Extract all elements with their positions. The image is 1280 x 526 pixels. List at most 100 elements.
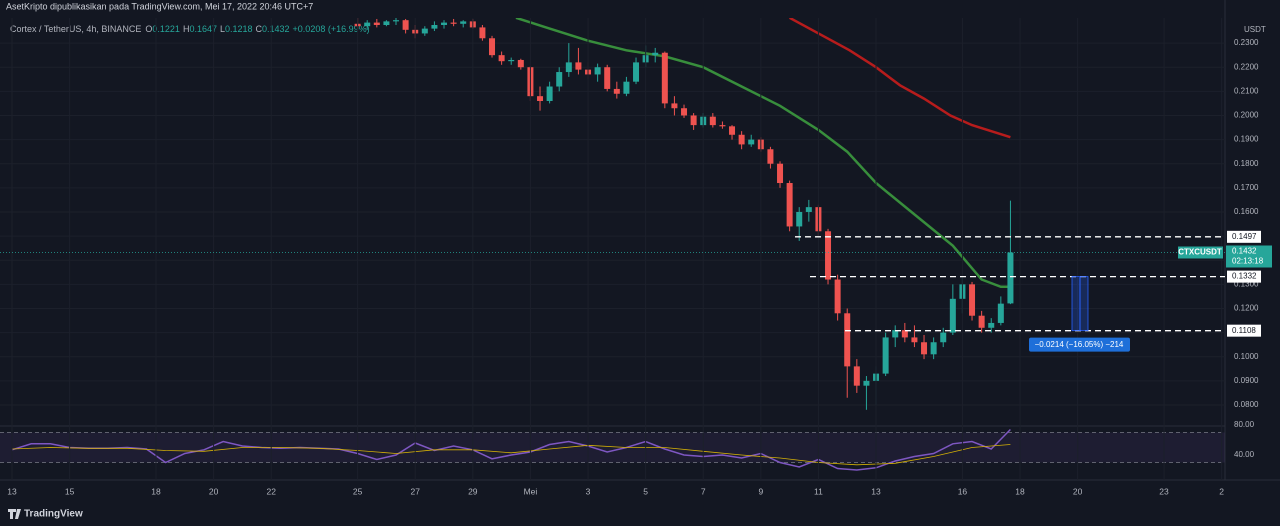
- candle-body: [537, 96, 544, 101]
- x-tick-label: Mei: [524, 486, 538, 496]
- measure-tag: [1029, 337, 1130, 352]
- candle-body: [671, 103, 678, 109]
- x-tick-label: 11: [814, 486, 823, 496]
- change: +0.0208 (+16.99%): [293, 24, 370, 34]
- x-tick-label: 22: [266, 486, 276, 496]
- y-tick-label: 0.0800: [1234, 400, 1259, 409]
- x-tick-label: 15: [65, 486, 75, 496]
- candle-body: [853, 366, 860, 386]
- rsi-tick-label: 80.00: [1234, 420, 1255, 429]
- y-tick-label: 0.2200: [1234, 62, 1259, 71]
- x-tick-label: 3: [586, 486, 591, 496]
- candle-body: [681, 108, 688, 116]
- candle-body: [805, 207, 812, 212]
- candle-body: [421, 28, 428, 34]
- main-pane: [0, 18, 1225, 410]
- candle-body: [373, 22, 380, 25]
- candle-body: [383, 21, 390, 25]
- y-tick-label: 0.2000: [1234, 111, 1259, 120]
- symbol-legend: Cortex / TetherUS, 4h, BINANCE O0.1221 H0.…: [10, 24, 370, 34]
- candle-body: [450, 22, 457, 24]
- candle-body: [479, 27, 486, 39]
- ohlc-key: C: [256, 24, 263, 34]
- y-tick-label: 0.2300: [1234, 38, 1259, 47]
- ohlc-value: 0.1432: [262, 24, 290, 34]
- y-tick-label: 0.1800: [1234, 159, 1259, 168]
- candle-body: [719, 125, 726, 127]
- x-tick-label: 13: [871, 486, 881, 496]
- x-tick-label: 9: [758, 486, 763, 496]
- candle-body: [709, 116, 716, 126]
- candle-body: [498, 55, 505, 62]
- candle-body: [834, 279, 841, 314]
- candle-body: [690, 115, 697, 126]
- x-tick-label: 18: [151, 486, 161, 496]
- logo: [8, 509, 21, 519]
- currency: USDT: [1244, 25, 1266, 34]
- candle-body: [949, 298, 956, 333]
- footer-bar: [0, 502, 1280, 526]
- y-tick-label: 0.1200: [1234, 304, 1259, 313]
- level-label: 0.1497: [1232, 232, 1257, 241]
- x-tick-label: 23: [1159, 486, 1169, 496]
- candle-body: [613, 88, 620, 94]
- candle-body: [863, 380, 870, 386]
- candle-body: [997, 303, 1004, 323]
- x-tick-label: 27: [410, 486, 420, 496]
- candle-body: [901, 330, 908, 338]
- candle-body: [594, 67, 601, 75]
- candle-body: [623, 81, 630, 94]
- candle-body: [604, 67, 611, 89]
- ohlc-key: O: [145, 24, 152, 34]
- measure-label: −0.0214 (−16.05%) −214: [1035, 340, 1124, 349]
- candle-body: [441, 22, 448, 25]
- x-tick-label: 20: [209, 486, 219, 496]
- rsi-tick-label: 40.00: [1234, 450, 1255, 459]
- x-tick-label: 18: [1015, 486, 1025, 496]
- indicator-line: [515, 18, 1011, 289]
- ohlc-key: H: [183, 24, 190, 34]
- candle-body: [921, 342, 928, 355]
- x-tick-label: 7: [701, 486, 706, 496]
- ohlc-key: L: [220, 24, 225, 34]
- y-tick-label: 0.2100: [1234, 86, 1259, 95]
- x-tick-label: 20: [1073, 486, 1083, 496]
- x-tick-label: 25: [353, 486, 363, 496]
- candle-body: [738, 134, 745, 145]
- candle-body: [892, 330, 899, 338]
- candle-body: [882, 337, 889, 374]
- y-tick-label: 0.1700: [1234, 183, 1259, 192]
- candle-body: [911, 337, 918, 343]
- candle-body: [565, 62, 572, 73]
- indicator-line: [11, 444, 1011, 466]
- rsi-pane: [0, 428, 1225, 471]
- candle-body: [767, 149, 774, 164]
- last-price-tag: [1226, 245, 1272, 268]
- symbol-title: Cortex / TetherUS, 4h, BINANCE: [10, 24, 141, 34]
- indicator-line: [11, 428, 1011, 471]
- candle-body: [930, 342, 937, 355]
- candle-body: [940, 332, 947, 343]
- x-tick-label: 13: [7, 486, 17, 496]
- candle-body: [844, 313, 851, 367]
- level-tag: [1227, 270, 1261, 283]
- y-tick-label: 0.1300: [1234, 279, 1259, 288]
- y-tick-label: 0.1600: [1234, 207, 1259, 216]
- candle-body: [489, 38, 496, 56]
- candle-body: [402, 20, 409, 30]
- x-tick-label: 2: [1219, 486, 1224, 496]
- candle-body: [1007, 252, 1014, 304]
- symbol-tag-label: CTXCUSDT: [1178, 248, 1222, 257]
- candle-body: [652, 52, 659, 56]
- level-tag: [1227, 324, 1261, 337]
- symbol-tag: [1178, 246, 1223, 259]
- level-label: 0.1108: [1232, 326, 1256, 335]
- candle-body: [517, 59, 524, 68]
- ohlc-value: 0.1647: [189, 24, 217, 34]
- ohlc-value: 0.1218: [225, 24, 253, 34]
- ohlc-value: 0.1221: [152, 24, 180, 34]
- x-tick-label: 16: [958, 486, 968, 496]
- candle-body: [556, 72, 563, 87]
